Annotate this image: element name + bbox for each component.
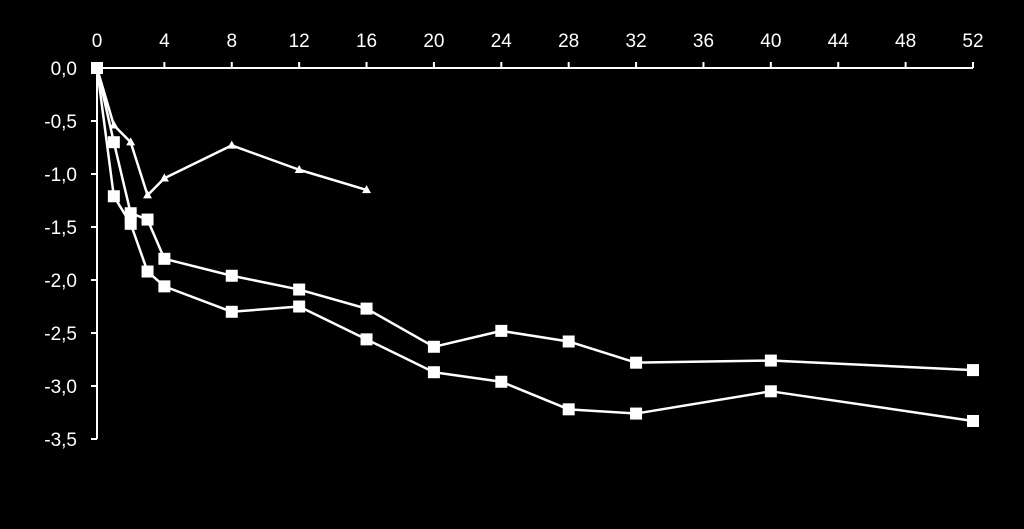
data-point-triangle [294, 164, 304, 173]
x-tick-label: 4 [159, 31, 170, 52]
data-point-square [225, 269, 238, 282]
series-2 [91, 62, 979, 427]
data-point-square [158, 252, 171, 265]
data-point-square [107, 190, 120, 203]
data-point-square [360, 302, 373, 315]
x-tick-label: 48 [895, 31, 916, 52]
series-3 [92, 63, 372, 199]
data-point-square [427, 340, 440, 353]
data-point-square [495, 324, 508, 337]
x-tick-label: 20 [423, 31, 444, 52]
data-point-square [562, 403, 575, 416]
x-tick-label: 12 [289, 31, 310, 52]
data-point-triangle [92, 63, 102, 72]
data-point-square [562, 335, 575, 348]
x-tick-label: 44 [828, 31, 850, 52]
data-point-square [360, 333, 373, 346]
x-tick-label: 40 [760, 31, 781, 52]
data-point-square [630, 356, 643, 369]
data-point-triangle [227, 140, 237, 149]
y-tick-label: -1,0 [44, 165, 77, 186]
data-point-triangle [126, 137, 136, 146]
x-tick-label: 24 [491, 31, 513, 52]
x-tick-label: 8 [226, 31, 237, 52]
data-point-square [107, 136, 120, 149]
data-point-triangle [362, 185, 372, 194]
data-point-square [158, 280, 171, 293]
x-tick-label: 0 [92, 31, 103, 52]
data-point-square [124, 217, 137, 230]
data-point-triangle [159, 173, 169, 182]
y-tick-label: 0,0 [51, 59, 77, 80]
axes: 0 4 8 12 16 20 24 28 32 36 40 44 48 520,0-0,5-1,0-1,5… [44, 31, 983, 451]
data-point-square [764, 354, 777, 367]
y-tick-label: -3,5 [44, 430, 77, 451]
y-tick-label: -1,5 [44, 218, 77, 239]
x-tick-label: 32 [626, 31, 647, 52]
y-tick-label: -2,0 [44, 271, 77, 292]
data-point-square [293, 283, 306, 296]
data-point-square [495, 375, 508, 388]
data-point-square [293, 300, 306, 313]
data-point-square [630, 407, 643, 420]
data-point-square [141, 213, 154, 226]
series-group [91, 62, 979, 427]
data-point-triangle [143, 190, 153, 199]
x-tick-label: 52 [962, 31, 983, 52]
y-tick-label: -0,5 [44, 112, 77, 133]
x-tick-label: 16 [356, 31, 377, 52]
data-point-square [764, 385, 777, 398]
data-point-square [427, 366, 440, 379]
data-point-triangle [109, 120, 119, 129]
y-tick-label: -2,5 [44, 324, 77, 345]
data-point-square [141, 265, 154, 278]
series-line [95, 67, 974, 372]
x-tick-label: 28 [558, 31, 579, 52]
series-1 [91, 62, 979, 377]
data-point-square [124, 207, 137, 220]
data-point-square [967, 414, 979, 427]
data-point-square [967, 364, 979, 377]
series-line [95, 67, 974, 423]
x-tick-label: 36 [693, 31, 714, 52]
y-tick-label: -3,0 [44, 377, 77, 398]
data-point-square [225, 305, 238, 318]
series-line [95, 67, 367, 197]
